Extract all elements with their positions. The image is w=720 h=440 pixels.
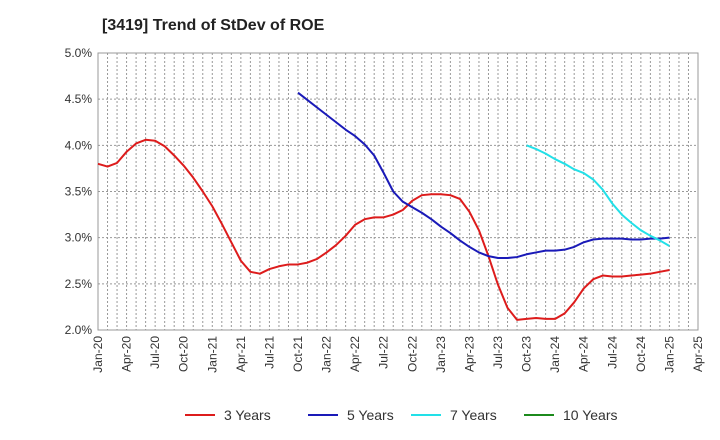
x-tick-label: Apr-21 bbox=[234, 336, 248, 372]
series-lines bbox=[97, 91, 670, 321]
y-axis-ticks: 2.0% 2.5% 3.0% 3.5% 4.0% 4.5% 5.0% bbox=[65, 46, 93, 337]
series-line-3 bbox=[526, 144, 670, 247]
x-tick-label: Jan-24 bbox=[548, 336, 562, 373]
x-tick-label: Oct-24 bbox=[634, 336, 648, 372]
y-tick-label: 4.5% bbox=[65, 92, 93, 106]
y-tick-label: 2.0% bbox=[65, 323, 93, 337]
series-line-1 bbox=[97, 138, 670, 321]
x-tick-label: Jan-23 bbox=[434, 336, 448, 373]
x-tick-label: Jan-22 bbox=[320, 336, 334, 373]
x-tick-label: Jul-22 bbox=[377, 336, 391, 369]
series-line-2 bbox=[297, 91, 670, 259]
x-tick-label: Apr-20 bbox=[120, 336, 134, 372]
x-tick-label: Apr-23 bbox=[462, 336, 476, 372]
x-tick-label: Jul-20 bbox=[148, 336, 162, 369]
y-tick-label: 3.5% bbox=[65, 185, 93, 199]
y-tick-label: 2.5% bbox=[65, 277, 93, 291]
x-axis-ticks: Jan-20 Apr-20 Jul-20 Oct-20 Jan-21 Apr-21 Jul-… bbox=[91, 336, 705, 373]
x-tick-label: Oct-23 bbox=[520, 336, 534, 372]
x-tick-label: Oct-22 bbox=[405, 336, 419, 372]
chart-title: [3419] Trend of StDev of ROE bbox=[102, 17, 325, 34]
grid bbox=[98, 53, 698, 330]
x-tick-label: Jan-20 bbox=[91, 336, 105, 373]
x-tick-label: Jan-25 bbox=[662, 336, 676, 373]
legend-label: 5 Years bbox=[347, 407, 394, 423]
x-tick-label: Oct-20 bbox=[177, 336, 191, 372]
x-tick-label: Apr-24 bbox=[577, 336, 591, 372]
y-tick-label: 5.0% bbox=[65, 46, 93, 60]
x-tick-label: Apr-25 bbox=[691, 336, 705, 372]
plot-frame bbox=[97, 52, 699, 331]
x-tick-label: Jan-21 bbox=[205, 336, 219, 373]
y-tick-label: 3.0% bbox=[65, 231, 93, 245]
legend: 3 Years 5 Years 7 Years 10 Years bbox=[185, 407, 618, 423]
x-tick-label: Jul-24 bbox=[605, 336, 619, 369]
x-tick-label: Jul-23 bbox=[491, 336, 505, 369]
legend-label: 7 Years bbox=[450, 407, 497, 423]
x-tick-label: Oct-21 bbox=[291, 336, 305, 372]
x-tick-label: Apr-22 bbox=[348, 336, 362, 372]
legend-label: 10 Years bbox=[563, 407, 618, 423]
legend-label: 3 Years bbox=[224, 407, 271, 423]
y-tick-label: 4.0% bbox=[65, 138, 93, 152]
x-tick-label: Jul-21 bbox=[262, 336, 276, 369]
